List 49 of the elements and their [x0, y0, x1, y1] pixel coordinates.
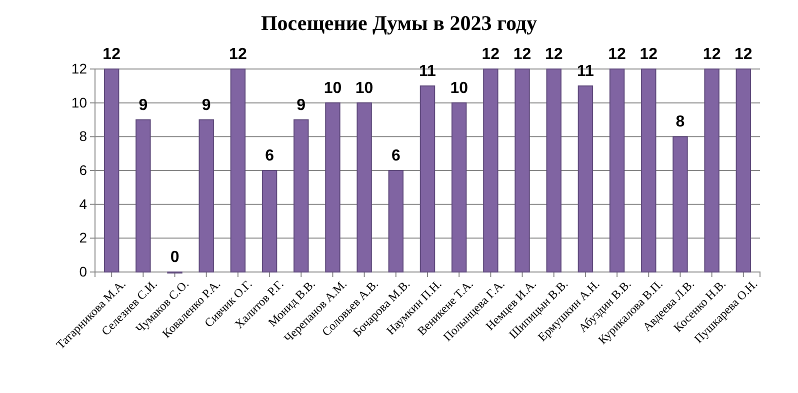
y-tick-label: 4: [79, 196, 88, 212]
data-label: 9: [138, 96, 148, 114]
data-label: 10: [324, 80, 342, 97]
data-label: 10: [450, 80, 468, 97]
y-tick-label: 10: [71, 94, 88, 110]
bar: [420, 85, 436, 272]
data-label: 0: [170, 249, 180, 266]
y-tick-label: 12: [71, 60, 88, 76]
bar: [294, 119, 309, 272]
y-tick-label: 0: [79, 263, 88, 280]
bar: [356, 102, 372, 272]
data-label: 9: [202, 96, 211, 114]
data-label: 11: [419, 62, 436, 80]
bar: [546, 68, 562, 272]
y-tick-label: 2: [79, 230, 88, 246]
bar: [483, 68, 498, 272]
y-tick-label: 8: [79, 128, 88, 144]
data-label: 12: [702, 46, 721, 63]
bar: [262, 170, 278, 272]
bar: [641, 68, 656, 272]
data-label: 12: [608, 46, 626, 63]
bar: [578, 85, 594, 272]
data-label: 12: [544, 46, 563, 63]
data-label: 12: [640, 46, 658, 63]
bar: [388, 170, 404, 272]
data-label: 12: [513, 46, 532, 63]
bar: [514, 68, 530, 272]
data-label: 6: [265, 148, 274, 164]
bar: [136, 119, 151, 272]
chart-title: Посещение Думы в 2023 году: [260, 11, 538, 35]
data-label: 11: [576, 62, 594, 80]
data-label: 12: [229, 46, 247, 63]
bar: [230, 68, 246, 272]
data-label: 12: [102, 46, 121, 63]
bar: [451, 102, 467, 272]
data-label: 8: [676, 114, 685, 131]
data-label: 10: [355, 80, 374, 97]
bar: [325, 102, 340, 272]
bar: [736, 68, 752, 272]
bar: [672, 136, 688, 272]
data-label: 12: [482, 46, 500, 63]
bar: [104, 68, 120, 272]
y-tick-label: 6: [79, 162, 88, 178]
bar: [704, 68, 720, 272]
bar: [609, 68, 625, 272]
data-label: 12: [734, 46, 752, 63]
bar: [198, 119, 214, 272]
data-label: 6: [391, 148, 400, 164]
data-label: 9: [296, 96, 306, 114]
